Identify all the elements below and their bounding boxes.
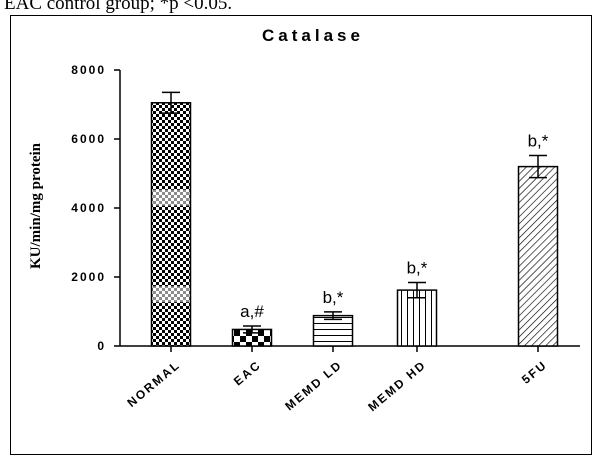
bar-chart: Catalase KU/min/mg protein 0 2000 4000 6000… <box>28 26 580 414</box>
y-tick-label: 8000 <box>71 63 106 77</box>
significance-annotation: b,* <box>407 259 428 278</box>
figure-caption: EAC control group; *p <0.05. <box>4 0 233 14</box>
bar-highlight-band <box>152 189 190 206</box>
significance-annotation: b,* <box>528 132 549 151</box>
x-category-label: MEMD LD <box>282 358 345 414</box>
y-axis-label: KU/min/mg protein <box>28 142 44 269</box>
y-ticks: 0 2000 4000 6000 8000 <box>71 63 120 353</box>
chart-title: Catalase <box>262 26 364 45</box>
bar-5fu <box>517 165 559 347</box>
significance-annotation: b,* <box>323 288 344 307</box>
x-category-label: NORMAL <box>124 358 183 410</box>
y-tick-label: 0 <box>97 339 106 353</box>
bars-group: a,# b,* b,* b,* <box>150 91 559 347</box>
y-tick-label: 2000 <box>71 270 106 284</box>
x-category-label: EAC <box>231 358 264 389</box>
bar-highlight-band <box>152 286 190 303</box>
bar-memd-ld <box>312 314 354 347</box>
bar-normal <box>150 102 192 347</box>
significance-annotation: a,# <box>240 302 264 321</box>
x-category-label: 5FU <box>519 358 550 387</box>
y-tick-label: 4000 <box>71 201 106 215</box>
x-categories: NORMAL EAC MEMD LD MEMD HD 5FU <box>124 346 550 414</box>
x-category-label: MEMD HD <box>365 358 429 415</box>
bar-memd-hd <box>396 289 438 347</box>
y-tick-label: 6000 <box>71 132 106 146</box>
